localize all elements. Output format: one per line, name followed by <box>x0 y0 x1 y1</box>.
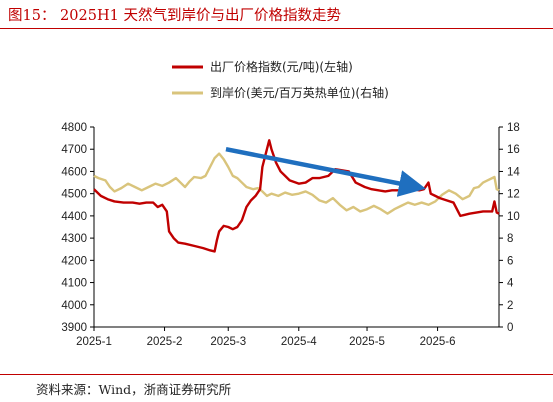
right-axis-tick-label-8: 8 <box>507 233 513 245</box>
left-axis-tick-label-4300: 4300 <box>61 233 87 245</box>
left-axis-tick-label-4200: 4200 <box>61 255 87 267</box>
left-axis-tick-label-4100: 4100 <box>61 278 87 290</box>
source-rule <box>0 374 553 375</box>
right-axis-tick-label-2: 2 <box>507 300 513 312</box>
x-axis-tick-label-2: 2025-2 <box>147 336 183 348</box>
title-rule <box>0 28 553 29</box>
figure-source: 资料来源：Wind，浙商证券研究所 <box>36 382 232 397</box>
series-factory-price-line <box>93 139 500 253</box>
left-axis-tick-label-4800: 4800 <box>61 122 87 134</box>
right-axis-tick-label-10: 10 <box>507 211 520 223</box>
x-axis-tick-label-4: 2025-4 <box>281 336 317 348</box>
left-axis-tick-label-4000: 4000 <box>61 300 87 312</box>
right-axis-tick-label-14: 14 <box>507 166 520 178</box>
right-axis-tick-label-6: 6 <box>507 255 513 267</box>
legend: 出厂价格指数(元/吨)(左轴) 到岸价(美元/百万英热单位)(右轴) <box>172 59 389 100</box>
x-axis-tick-label-5: 2025-5 <box>349 336 385 348</box>
x-axis-tick-label-3: 2025-3 <box>210 336 246 348</box>
trend-arrow <box>225 147 426 197</box>
right-axis-tick-label-12: 12 <box>507 189 520 201</box>
right-axis-tick-label-0: 0 <box>507 322 513 334</box>
right-axis-tick-label-4: 4 <box>507 278 514 290</box>
right-axis-tick-label-18: 18 <box>507 122 520 134</box>
left-axis-tick-label-4600: 4600 <box>61 166 87 178</box>
left-axis-tick-label-4700: 4700 <box>61 144 87 156</box>
left-axis-tick-label-3900: 3900 <box>61 322 87 334</box>
legend-label-landed-price: 到岸价(美元/百万英热单位)(右轴) <box>210 85 389 100</box>
x-axis-tick-label-1: 2025-1 <box>76 336 112 348</box>
left-axis-tick-label-4400: 4400 <box>61 211 87 223</box>
series-landed-price-line <box>93 152 500 215</box>
x-axis-tick-label-6: 2025-6 <box>420 336 456 348</box>
figure-title: 图15： 2025H1 天然气到岸价与出厂价格指数走势 <box>8 8 341 24</box>
plot-area: 3900400041004200430044004500460047004800… <box>61 122 520 348</box>
left-axis-tick-label-4500: 4500 <box>61 189 87 201</box>
legend-label-factory-price: 出厂价格指数(元/吨)(左轴) <box>210 59 353 74</box>
right-axis-tick-label-16: 16 <box>507 144 520 156</box>
